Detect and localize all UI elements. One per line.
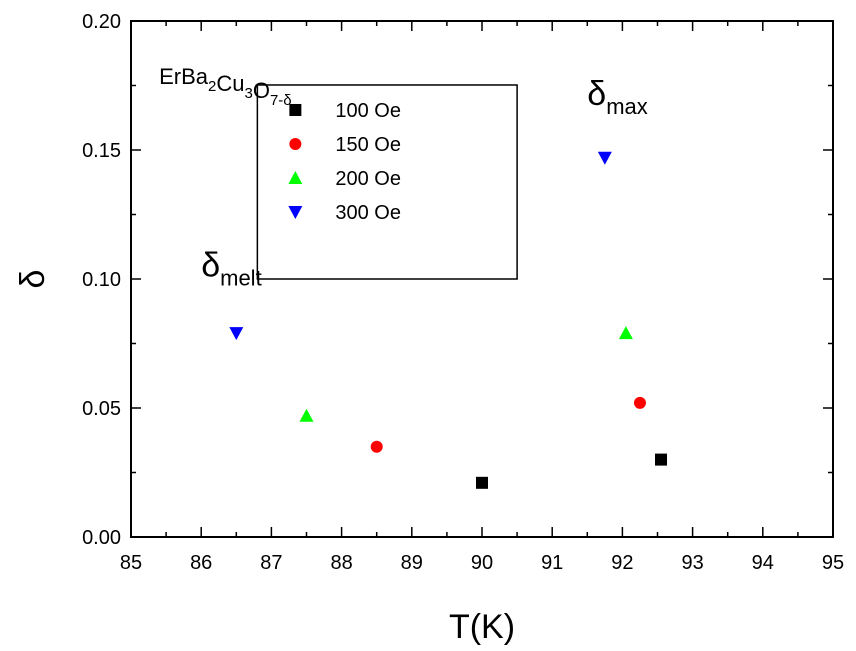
delta-symbol: δ <box>201 246 220 284</box>
compound-subscript: 2 <box>208 78 216 95</box>
legend-marker <box>288 170 303 184</box>
x-tick-label: 95 <box>822 552 844 574</box>
legend-label: 300 Oe <box>335 202 401 224</box>
x-tick-label: 90 <box>471 552 493 574</box>
x-tick-label: 87 <box>260 552 282 574</box>
data-point <box>229 327 244 341</box>
data-point <box>476 476 488 489</box>
delta-annotation: δmax <box>587 75 648 119</box>
x-tick-label: 88 <box>330 552 352 574</box>
y-tick-label: 0.15 <box>82 140 121 162</box>
legend-marker <box>289 103 302 116</box>
compound-text: ErBa <box>159 64 209 89</box>
legend-marker <box>288 205 303 219</box>
x-tick-label: 93 <box>681 552 703 574</box>
compound-text: O <box>253 78 270 103</box>
data-point <box>633 396 646 409</box>
x-tick-label: 89 <box>401 552 423 574</box>
x-tick-label: 91 <box>541 552 563 574</box>
y-tick-label: 0.05 <box>82 398 121 420</box>
x-tick-label: 86 <box>190 552 212 574</box>
x-tick-label: 92 <box>611 552 633 574</box>
y-tick-label: 0.00 <box>82 527 121 549</box>
compound-subscript: 7-δ <box>270 92 292 109</box>
legend-label: 100 Oe <box>335 100 401 122</box>
data-point <box>370 440 383 453</box>
x-tick-label: 94 <box>752 552 774 574</box>
delta-annotation: δmelt <box>201 246 262 290</box>
legend-label: 200 Oe <box>335 168 401 190</box>
compound-subscript: 3 <box>244 85 252 102</box>
data-point <box>597 151 612 165</box>
y-tick-label: 0.10 <box>82 269 121 291</box>
x-axis-title: T(K) <box>449 608 515 646</box>
x-tick-label: 85 <box>120 552 142 574</box>
data-point <box>299 408 314 422</box>
compound-text: Cu <box>216 71 244 96</box>
delta-symbol: δ <box>587 75 606 113</box>
legend-label: 150 Oe <box>335 134 401 156</box>
delta-subscript: melt <box>220 265 262 290</box>
data-point <box>618 326 633 340</box>
legend-marker <box>289 137 302 150</box>
delta-subscript: max <box>606 94 648 119</box>
y-tick-label: 0.20 <box>82 11 121 33</box>
data-point <box>655 453 668 466</box>
compound-label: ErBa2Cu3O7-δ <box>159 64 292 109</box>
y-axis-title: δ <box>14 270 52 289</box>
